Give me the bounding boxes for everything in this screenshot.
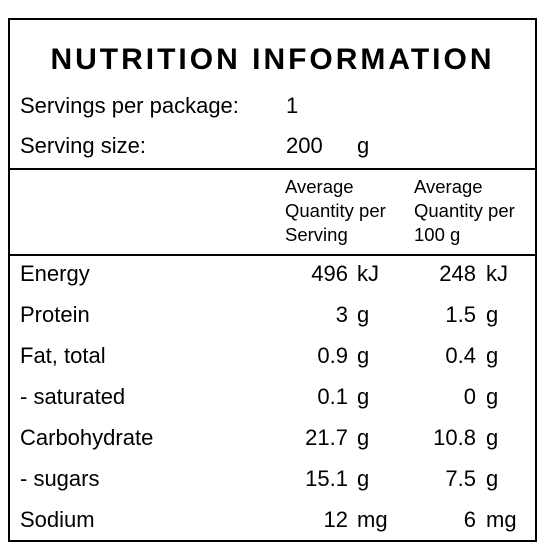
per-serving-unit: g: [357, 425, 370, 450]
per-100g-unit: g: [486, 302, 499, 327]
per-100g-value: 248: [439, 261, 476, 286]
per-serving-value: 496: [311, 261, 348, 286]
per-serving-value: 0.1: [317, 384, 348, 409]
serving-size-value: 200: [286, 133, 323, 158]
per-serving-unit: g: [357, 302, 370, 327]
servings-value: 1: [286, 93, 299, 118]
per-100g-value: 1.5: [445, 302, 476, 327]
per-serving-unit: kJ: [357, 261, 379, 286]
nutrition-panel: NUTRITION INFORMATION Servings per packa…: [8, 18, 537, 542]
per-100g-unit: g: [486, 466, 499, 491]
nutrient-name: - saturated: [20, 384, 126, 409]
per-100g-unit: g: [486, 425, 499, 450]
nutrient-name: Carbohydrate: [20, 425, 154, 450]
per-serving-unit: mg: [357, 507, 388, 532]
per-serving-value: 21.7: [305, 425, 348, 450]
per-serving-unit: g: [357, 466, 370, 491]
serving-size-unit: g: [357, 133, 370, 158]
nutrient-name: Energy: [20, 261, 90, 286]
nutrient-name: Fat, total: [20, 343, 106, 368]
per-100g-value: 10.8: [433, 425, 476, 450]
servings-label: Servings per package:: [20, 93, 239, 118]
serving-size-label: Serving size:: [20, 133, 146, 158]
per-serving-unit: g: [357, 343, 370, 368]
per-100g-value: 6: [463, 507, 476, 532]
per-100g-value: 7.5: [445, 466, 476, 491]
per-serving-value: 0.9: [317, 343, 348, 368]
header-per-100g: Average Quantity per 100 g: [414, 176, 515, 245]
nutrient-name: - sugars: [20, 466, 100, 491]
per-serving-value: 15.1: [305, 466, 348, 491]
nutrient-name: Protein: [20, 302, 90, 327]
panel-title: NUTRITION INFORMATION: [50, 43, 495, 76]
per-serving-value: 12: [323, 507, 348, 532]
per-serving-value: 3: [335, 302, 348, 327]
nutrient-name: Sodium: [20, 507, 95, 532]
header-per-serving: Average Quantity per Serving: [285, 176, 386, 245]
per-100g-unit: g: [486, 343, 499, 368]
per-100g-unit: g: [486, 384, 499, 409]
per-100g-unit: kJ: [486, 261, 508, 286]
divider-header: [10, 254, 535, 256]
per-100g-value: 0: [463, 384, 476, 409]
per-serving-unit: g: [357, 384, 370, 409]
divider-top: [10, 168, 535, 170]
per-100g-unit: mg: [486, 507, 517, 532]
per-100g-value: 0.4: [445, 343, 476, 368]
